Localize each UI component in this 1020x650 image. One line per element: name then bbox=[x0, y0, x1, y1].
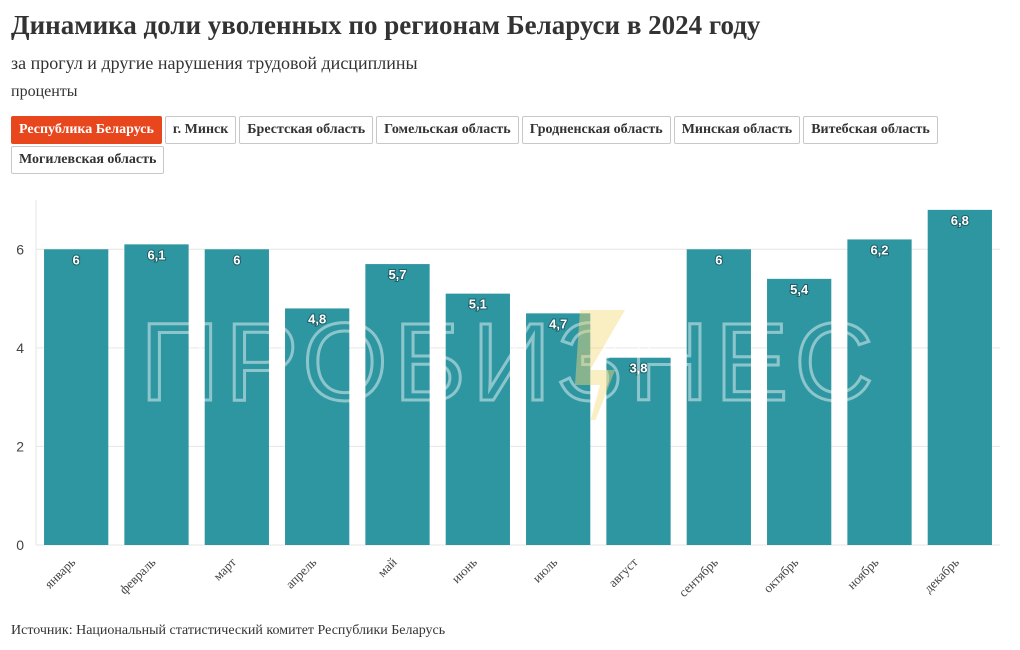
bar bbox=[445, 293, 510, 545]
bar bbox=[686, 249, 751, 545]
tab-republic-belarus[interactable]: Республика Беларусь bbox=[11, 116, 162, 144]
data-label: 6,2 bbox=[870, 242, 888, 257]
chart-title: Динамика доли уволенных по регионам Бела… bbox=[11, 10, 761, 40]
bar bbox=[204, 249, 269, 545]
x-tick-label: ноябрь bbox=[844, 554, 882, 592]
data-label: 6,8 bbox=[951, 213, 969, 228]
bar bbox=[285, 308, 350, 545]
data-label: 5,4 bbox=[790, 282, 809, 297]
bar bbox=[927, 209, 992, 545]
bar bbox=[767, 278, 832, 545]
y-tick-label: 6 bbox=[16, 241, 24, 257]
bar-chart: 0 2 4 6 6 январь 6,1 февраль 6 март 4,8 апрель 5,7 ма… bbox=[16, 200, 1000, 600]
tab-grodno-region[interactable]: Гродненская область bbox=[521, 116, 671, 144]
tab-vitebsk-region[interactable]: Витебская область bbox=[803, 116, 938, 144]
x-tick-label: октябрь bbox=[760, 554, 801, 595]
bar bbox=[606, 357, 671, 545]
x-tick-label: декабрь bbox=[921, 554, 962, 595]
data-label: 3,8 bbox=[629, 361, 647, 376]
tab-mogilev-region[interactable]: Могилевская область bbox=[11, 146, 165, 174]
x-tick-label: январь bbox=[41, 554, 78, 591]
y-tick-label: 2 bbox=[16, 438, 24, 454]
bar bbox=[365, 264, 430, 545]
tab-gomel-region[interactable]: Гомельская область bbox=[376, 116, 519, 144]
units-label: проценты bbox=[11, 83, 78, 100]
x-tick-label: март bbox=[210, 554, 239, 583]
y-tick-label: 4 bbox=[16, 340, 24, 356]
data-label: 6 bbox=[715, 252, 722, 267]
data-label: 4,8 bbox=[308, 311, 326, 326]
x-tick-label: июль bbox=[529, 554, 560, 585]
bar bbox=[847, 239, 912, 545]
data-label: 6 bbox=[233, 252, 240, 267]
tab-brest-region[interactable]: Брестская область bbox=[239, 116, 374, 144]
x-tick-label: апрель bbox=[282, 554, 319, 591]
data-label: 6 bbox=[73, 252, 80, 267]
data-label: 5,1 bbox=[469, 297, 487, 312]
bar bbox=[124, 244, 189, 545]
x-tick-label: сентябрь bbox=[676, 554, 721, 599]
data-label: 5,7 bbox=[388, 267, 406, 282]
tab-minsk-region[interactable]: Минская область bbox=[673, 116, 801, 144]
source-note: Источник: Национальный статистический ко… bbox=[11, 623, 446, 638]
region-tabs: Республика Беларусь г. Минск Брестская о… bbox=[11, 116, 951, 174]
y-tick-label: 0 bbox=[16, 537, 24, 553]
tab-minsk-city[interactable]: г. Минск bbox=[164, 116, 237, 144]
x-tick-label: май bbox=[374, 554, 399, 579]
bar bbox=[44, 249, 109, 545]
data-label: 4,7 bbox=[549, 316, 567, 331]
x-tick-label: август bbox=[605, 554, 641, 590]
data-label: 6,1 bbox=[147, 247, 165, 262]
bar bbox=[526, 313, 591, 545]
x-tick-label: июнь bbox=[448, 554, 480, 586]
chart-subtitle: за прогул и другие нарушения трудовой ди… bbox=[11, 53, 418, 73]
x-tick-label: февраль bbox=[116, 554, 159, 597]
